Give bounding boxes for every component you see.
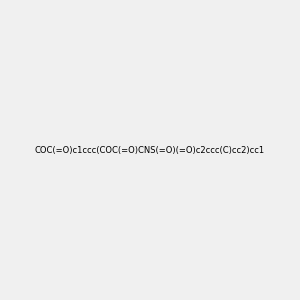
- Text: COC(=O)c1ccc(COC(=O)CNS(=O)(=O)c2ccc(C)cc2)cc1: COC(=O)c1ccc(COC(=O)CNS(=O)(=O)c2ccc(C)c…: [35, 146, 265, 154]
